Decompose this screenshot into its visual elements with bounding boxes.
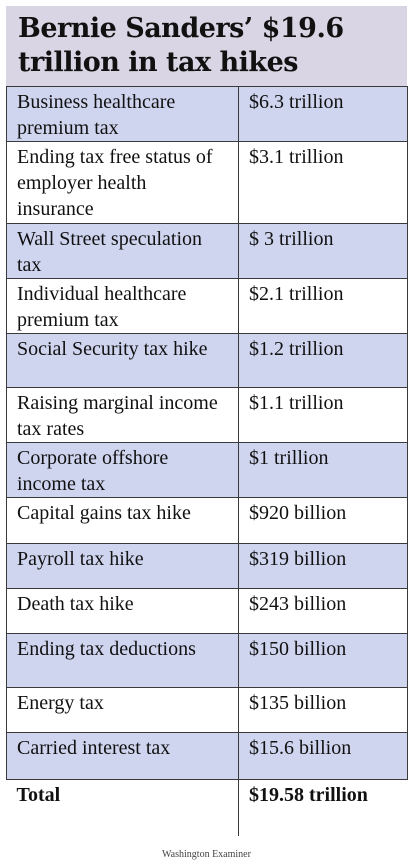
total-amount: $19.58 trillion bbox=[238, 779, 408, 836]
tax-amount-cell: $319 billion bbox=[238, 543, 408, 589]
tax-amount-cell: $2.1 trillion bbox=[238, 278, 408, 334]
tax-item-cell: Business healthcare premium tax bbox=[6, 86, 239, 142]
tax-item-cell: Wall Street speculation tax bbox=[6, 223, 239, 279]
tax-amount-cell: $ 3 trillion bbox=[238, 223, 408, 279]
table-row: Social Security tax hike $1.2 trillion bbox=[6, 333, 408, 388]
tax-amount-cell: $1.1 trillion bbox=[238, 387, 408, 443]
table-row: Individual healthcare premium tax $2.1 t… bbox=[6, 278, 408, 334]
tax-amount-cell: $15.6 billion bbox=[238, 732, 408, 780]
tax-item-cell: Raising marginal income tax rates bbox=[6, 387, 239, 443]
total-row: Total $19.58 trillion bbox=[6, 779, 408, 836]
source-credit: Washington Examiner bbox=[162, 849, 251, 860]
tax-table-body: Business healthcare premium tax $6.3 tri… bbox=[6, 86, 408, 836]
table-row: Carried interest tax $15.6 billion bbox=[6, 732, 408, 780]
table-row: Raising marginal income tax rates $1.1 t… bbox=[6, 387, 408, 443]
tax-item-cell: Social Security tax hike bbox=[6, 333, 239, 388]
total-label: Total bbox=[6, 779, 239, 836]
table-row: Energy tax $135 billion bbox=[6, 687, 408, 733]
table-row: Corporate offshore income tax $1 trillio… bbox=[6, 442, 408, 498]
tax-amount-cell: $1 trillion bbox=[238, 442, 408, 498]
page-title: Bernie Sanders’ $19.6 trillion in tax hi… bbox=[18, 13, 344, 78]
tax-amount-cell: $1.2 trillion bbox=[238, 333, 408, 388]
table-row: Business healthcare premium tax $6.3 tri… bbox=[6, 86, 408, 142]
tax-item-cell: Ending tax free status of employer healt… bbox=[6, 141, 239, 224]
tax-amount-cell: $6.3 trillion bbox=[238, 86, 408, 142]
tax-item-cell: Carried interest tax bbox=[6, 732, 239, 780]
tax-item-cell: Payroll tax hike bbox=[6, 543, 239, 589]
table-row: Ending tax deductions $150 billion bbox=[6, 633, 408, 688]
tax-item-cell: Energy tax bbox=[6, 687, 239, 733]
tax-item-cell: Individual healthcare premium tax bbox=[6, 278, 239, 334]
tax-amount-cell: $243 billion bbox=[238, 588, 408, 634]
tax-item-cell: Death tax hike bbox=[6, 588, 239, 634]
table-row: Wall Street speculation tax $ 3 trillion bbox=[6, 223, 408, 279]
table-row: Payroll tax hike $319 billion bbox=[6, 543, 408, 589]
tax-amount-cell: $920 billion bbox=[238, 497, 408, 544]
tax-item-cell: Capital gains tax hike bbox=[6, 497, 239, 544]
tax-amount-cell: $3.1 trillion bbox=[238, 141, 408, 224]
table-row: Ending tax free status of employer healt… bbox=[6, 141, 408, 224]
title-banner: Bernie Sanders’ $19.6 trillion in tax hi… bbox=[6, 6, 407, 86]
tax-hikes-table: Business healthcare premium tax $6.3 tri… bbox=[6, 86, 408, 836]
table-row: Death tax hike $243 billion bbox=[6, 588, 408, 634]
tax-amount-cell: $150 billion bbox=[238, 633, 408, 688]
tax-item-cell: Corporate offshore income tax bbox=[6, 442, 239, 498]
tax-item-cell: Ending tax deductions bbox=[6, 633, 239, 688]
tax-amount-cell: $135 billion bbox=[238, 687, 408, 733]
table-row: Capital gains tax hike $920 billion bbox=[6, 497, 408, 544]
